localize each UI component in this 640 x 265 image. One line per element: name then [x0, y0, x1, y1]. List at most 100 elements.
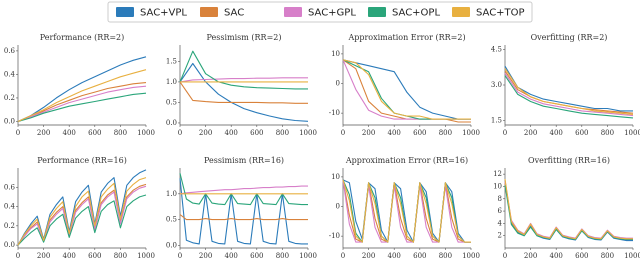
chart-title: Overfitting (RR=2) [531, 33, 608, 42]
y-tick-label: 1.0 [166, 190, 177, 198]
y-tick-label: 0.4 [4, 203, 16, 211]
y-tick-label: 0.5 [166, 98, 177, 106]
y-tick-label: 10 [331, 50, 340, 58]
series-line [342, 179, 471, 243]
x-tick-label: 1000 [462, 252, 480, 260]
x-tick-label: 800 [439, 129, 452, 137]
series-line [17, 169, 147, 246]
x-tick-label: 0 [178, 252, 182, 260]
series-line [504, 75, 634, 119]
legend-label: SAC [224, 8, 244, 19]
y-tick-label: -10 [329, 232, 340, 240]
y-tick-label: 1.5 [491, 116, 502, 124]
x-tick-label: 200 [362, 252, 375, 260]
x-tick-label: 0 [178, 129, 182, 137]
x-tick-label: 1000 [299, 252, 317, 260]
x-tick-label: 1000 [624, 252, 640, 260]
chart-title: Pessimism (RR=16) [204, 156, 284, 165]
x-tick-label: 400 [388, 252, 401, 260]
y-tick-label: 12 [493, 170, 502, 178]
series-line [17, 82, 147, 123]
y-tick-label: 4.5 [491, 46, 502, 54]
x-tick-label: 200 [199, 129, 212, 137]
x-tick-label: 400 [550, 252, 563, 260]
chart-title: Performance (RR=2) [40, 33, 125, 42]
y-tick-label: 0.2 [4, 94, 15, 102]
legend-swatch [452, 7, 470, 17]
series-line [179, 77, 308, 83]
x-tick-label: 800 [276, 252, 289, 260]
chart-title: Performance (RR=16) [37, 156, 127, 165]
series-line [17, 69, 147, 122]
series-line [342, 59, 471, 120]
y-tick-label: 0.6 [4, 183, 16, 191]
x-tick-label: 400 [225, 129, 238, 137]
series-line [17, 177, 147, 246]
x-tick-label: 600 [413, 129, 426, 137]
x-tick-label: 800 [276, 129, 289, 137]
x-tick-label: 800 [114, 129, 127, 137]
series-line [179, 62, 309, 122]
series-line [179, 50, 308, 90]
y-tick-label: 4 [498, 219, 503, 227]
x-tick-label: 600 [250, 252, 263, 260]
x-tick-label: 1000 [137, 252, 155, 260]
series-line [504, 183, 633, 240]
x-tick-label: 600 [413, 252, 426, 260]
x-tick-label: 1000 [137, 129, 155, 137]
series-line [504, 179, 633, 240]
y-tick-label: 0 [336, 80, 340, 88]
x-tick-label: 200 [199, 252, 212, 260]
y-tick-label: 6 [498, 207, 503, 215]
y-tick-label: 0.0 [166, 119, 177, 127]
x-tick-label: 600 [250, 129, 263, 137]
x-tick-label: 400 [63, 252, 76, 260]
x-tick-label: 800 [114, 252, 127, 260]
legend-swatch [368, 7, 386, 17]
y-tick-label: 2 [498, 232, 502, 240]
legend-swatch [200, 7, 218, 17]
y-tick-label: 1.5 [166, 57, 177, 65]
y-tick-label: 0.6 [4, 47, 16, 55]
x-tick-label: 1000 [299, 129, 317, 137]
x-tick-label: 0 [16, 252, 20, 260]
chart-title: Pessimism (RR=2) [207, 33, 282, 42]
y-tick-label: 0.2 [4, 222, 15, 230]
chart-title: Overfitting (RR=16) [528, 156, 610, 165]
series-line [179, 81, 308, 104]
x-tick-label: 1000 [462, 129, 480, 137]
y-tick-label: 0.5 [166, 216, 177, 224]
series-line [17, 92, 147, 123]
y-tick-label: 1.0 [166, 78, 177, 86]
series-line [504, 185, 633, 240]
x-tick-label: 400 [550, 129, 563, 137]
x-tick-label: 600 [88, 129, 101, 137]
series-line [504, 65, 633, 112]
y-tick-label: 0.0 [4, 241, 15, 249]
x-tick-label: 0 [16, 129, 20, 137]
x-tick-label: 800 [601, 129, 614, 137]
x-tick-label: 0 [503, 252, 507, 260]
legend-label: SAC+OPL [392, 8, 440, 19]
x-tick-label: 600 [88, 252, 101, 260]
series-line [179, 173, 308, 206]
x-tick-label: 0 [341, 252, 345, 260]
series-line [17, 185, 147, 246]
series-line [504, 180, 633, 242]
x-tick-label: 200 [37, 252, 50, 260]
y-tick-label: 10 [493, 182, 502, 190]
series-line [179, 178, 308, 245]
x-tick-label: 600 [575, 129, 588, 137]
x-tick-label: 200 [524, 252, 537, 260]
legend-label: SAC+TOP [476, 8, 525, 19]
x-tick-label: 1000 [624, 129, 640, 137]
series-line [17, 56, 147, 122]
legend-label: SAC+GPL [308, 8, 356, 19]
series-line [504, 72, 634, 117]
y-tick-label: 10 [331, 173, 340, 181]
series-line [342, 59, 471, 120]
series-line [17, 85, 147, 123]
series-line [179, 214, 308, 221]
x-tick-label: 400 [225, 252, 238, 260]
